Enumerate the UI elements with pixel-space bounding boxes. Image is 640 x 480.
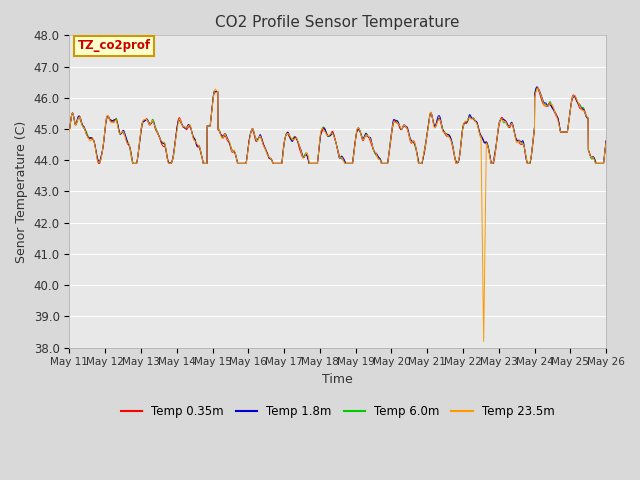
Text: TZ_co2prof: TZ_co2prof (77, 39, 150, 52)
Legend: Temp 0.35m, Temp 1.8m, Temp 6.0m, Temp 23.5m: Temp 0.35m, Temp 1.8m, Temp 6.0m, Temp 2… (116, 400, 559, 423)
Title: CO2 Profile Sensor Temperature: CO2 Profile Sensor Temperature (216, 15, 460, 30)
Y-axis label: Senor Temperature (C): Senor Temperature (C) (15, 120, 28, 263)
X-axis label: Time: Time (323, 373, 353, 386)
